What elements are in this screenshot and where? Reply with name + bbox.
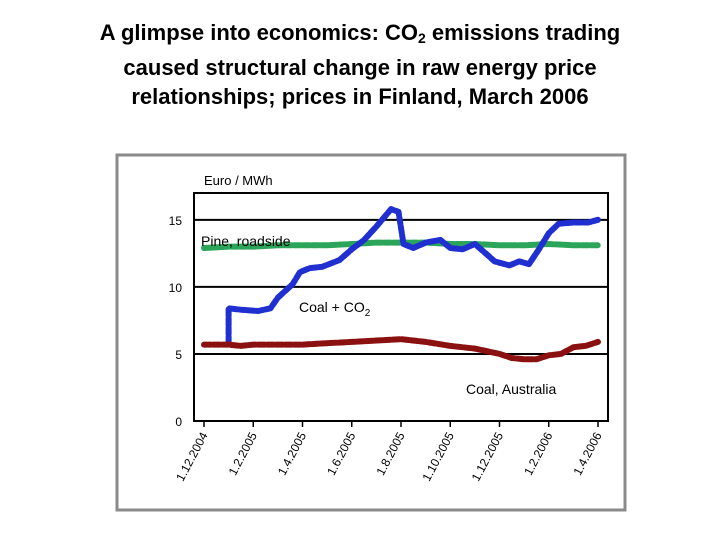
y-tick-label: 15 [169,214,183,228]
series-line-coal-australia [201,336,601,363]
y-tick-label: 5 [175,348,182,362]
title-line-1: A glimpse into economics: CO2 emissions … [99,20,621,46]
annotation-coal-co2: Coal + CO2 [299,299,371,319]
slide-title: A glimpse into economics: CO2 emissions … [20,18,700,111]
y-tick-label: 10 [169,281,183,295]
title-line-3: relationships; prices in Finland, March … [131,84,589,109]
y-tick-label: 0 [175,415,182,429]
annotation-coal-australia: Coal, Australia [466,381,556,397]
title-line-2: caused structural change in raw energy p… [123,55,597,80]
annotation-pine: Pine, roadside [201,233,291,249]
y-axis-label: Euro / MWh [204,173,273,188]
series-line-coal-co2 [225,206,601,347]
